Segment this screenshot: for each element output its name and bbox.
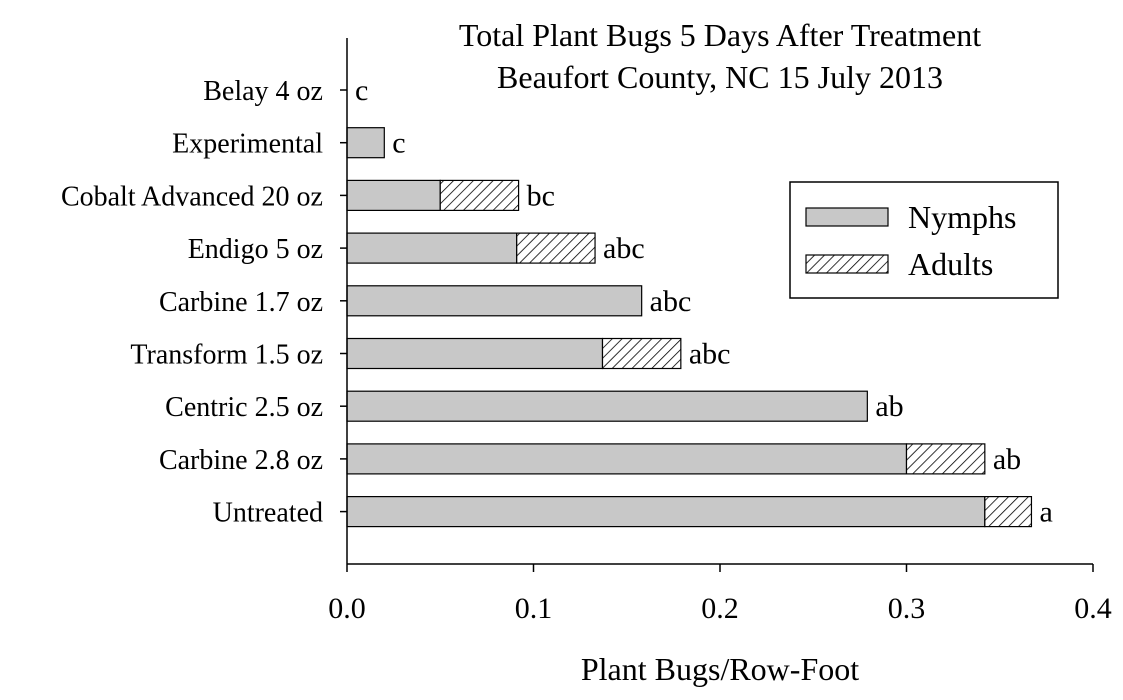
annotation-cobalt-advanced-20-oz: bc: [527, 179, 555, 212]
legend: Nymphs Adults: [789, 181, 1059, 299]
annotation-centric-2-5-oz: ab: [875, 390, 903, 423]
chart-title-line-1: Total Plant Bugs 5 Days After Treatment: [459, 17, 981, 53]
bar-nymphs-transform-1-5-oz: [346, 337, 604, 370]
category-label-experimental: Experimental: [172, 129, 323, 160]
bar-nymphs-cobalt-advanced-20-oz: [346, 179, 441, 211]
chart-title-line-2: Beaufort County, NC 15 July 2013: [497, 59, 943, 95]
category-label-endigo-5-oz: Endigo 5 oz: [188, 234, 323, 265]
annotation-transform-1-5-oz: abc: [689, 338, 731, 371]
legend-swatch-nymphs: [805, 207, 889, 227]
category-label-belay-4-oz: Belay 4 oz: [203, 76, 323, 107]
x-tick-label-0-2: 0.2: [701, 592, 739, 625]
x-tick-label-0-1: 0.1: [515, 592, 553, 625]
x-tick-label-0-4: 0.4: [1074, 592, 1112, 625]
annotation-untreated: a: [1039, 496, 1052, 529]
category-label-carbine-1-7-oz: Carbine 1.7 oz: [159, 287, 323, 318]
bar-nymphs-carbine-1-7-oz: [346, 285, 643, 317]
legend-label-nymphs: Nymphs: [908, 199, 1016, 235]
annotation-belay-4-oz: c: [355, 74, 368, 107]
category-labels: Belay 4 oz Experimental Cobalt Advanced 20…: [61, 76, 323, 529]
category-label-transform-1-5-oz: Transform 1.5 oz: [130, 340, 323, 371]
annotation-carbine-2-8-oz: ab: [993, 443, 1021, 476]
category-label-centric-2-5-oz: Centric 2.5 oz: [165, 392, 323, 423]
legend-box: [789, 181, 1059, 299]
category-label-cobalt-advanced-20-oz: Cobalt Advanced 20 oz: [61, 181, 323, 212]
x-axis-label: Plant Bugs/Row-Foot: [581, 651, 859, 687]
bar-adults-transform-1-5-oz: [601, 337, 682, 370]
annotation-experimental: c: [392, 127, 405, 160]
annotation-endigo-5-oz: abc: [603, 232, 645, 265]
category-label-untreated: Untreated: [213, 498, 323, 529]
category-label-carbine-2-8-oz: Carbine 2.8 oz: [159, 445, 323, 476]
bar-adults-untreated: [984, 496, 1033, 528]
bar-nymphs-endigo-5-oz: [346, 232, 518, 264]
bar-group: [346, 127, 1033, 528]
bar-nymphs-untreated: [346, 496, 986, 528]
y-axis-ticks: [340, 89, 347, 513]
x-axis-ticks: 0.0 0.1 0.2 0.3 0.4: [328, 564, 1112, 625]
bar-nymphs-carbine-2-8-oz: [346, 443, 908, 475]
legend-swatch-adults: [805, 254, 889, 274]
x-tick-label-0-0: 0.0: [328, 592, 366, 625]
annotation-carbine-1-7-oz: abc: [650, 285, 692, 318]
bar-nymphs-centric-2-5-oz: [346, 390, 868, 422]
bar-adults-cobalt-advanced-20-oz: [439, 179, 520, 211]
x-tick-label-0-3: 0.3: [888, 592, 926, 625]
bar-adults-carbine-2-8-oz: [905, 443, 986, 475]
bar-nymphs-experimental: [346, 127, 385, 159]
bar-adults-endigo-5-oz: [516, 232, 596, 264]
legend-label-adults: Adults: [908, 246, 993, 282]
